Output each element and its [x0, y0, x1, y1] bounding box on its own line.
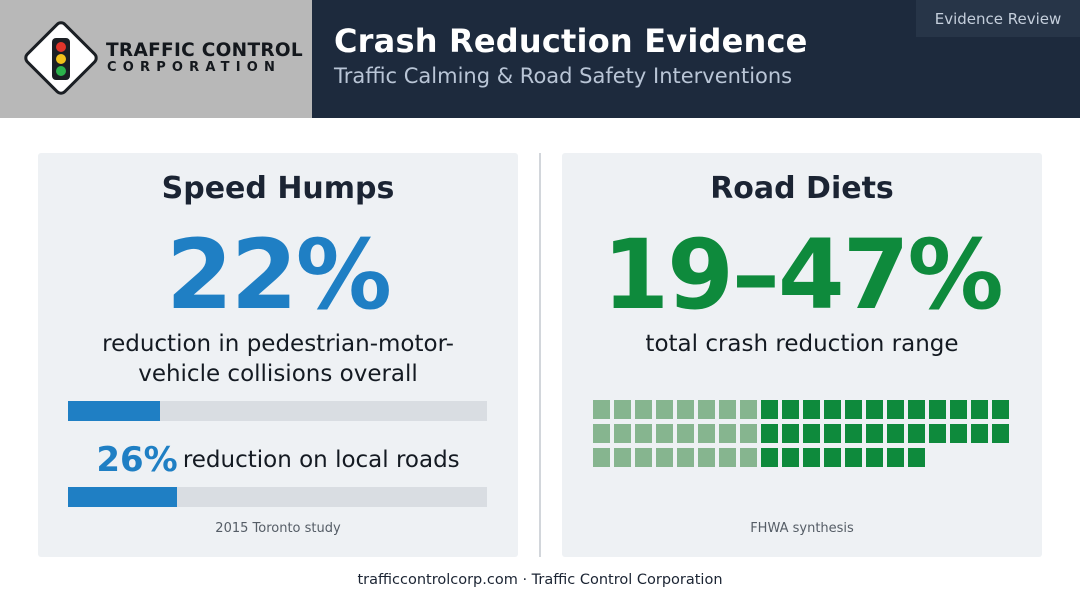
waffle-cell: [782, 448, 799, 467]
title-block: Crash Reduction Evidence Traffic Calming…: [312, 0, 1080, 118]
waffle-cell: [698, 424, 715, 443]
waffle-cell: [803, 424, 820, 443]
local-roads-stat: 26% reduction on local roads: [38, 440, 518, 480]
waffle-cell: [950, 424, 967, 443]
waffle-cell: [824, 424, 841, 443]
page-title: Crash Reduction Evidence: [334, 22, 808, 60]
waffle-cell: [992, 400, 1009, 419]
waffle-cell: [593, 400, 610, 419]
waffle-cell: [845, 448, 862, 467]
speed-humps-big-stat: 22%: [166, 219, 392, 331]
waffle-cell: [803, 400, 820, 419]
waffle-cell: [656, 424, 673, 443]
waffle-cell: [635, 448, 652, 467]
waffle-cell: [908, 400, 925, 419]
waffle-cell: [656, 448, 673, 467]
waffle-cell: [635, 424, 652, 443]
speed-humps-description: reduction in pedestrian-motor-vehicle co…: [102, 331, 454, 387]
local-reduction-bar-fill: [68, 487, 177, 507]
waffle-cell: [761, 448, 778, 467]
waffle-cell: [593, 424, 610, 443]
speed-humps-heading: Speed Humps: [161, 171, 395, 206]
green-light: [56, 66, 66, 76]
waffle-cell: [719, 448, 736, 467]
road-diets-source: FHWA synthesis: [750, 521, 854, 536]
road-diets-big-stat: 19–47%: [602, 219, 1003, 331]
speed-humps-panel: Speed Humps 22% reduction in pedestrian-…: [38, 153, 518, 557]
waffle-cell: [719, 424, 736, 443]
waffle-cell: [908, 424, 925, 443]
local-roads-text: reduction on local roads: [182, 447, 460, 473]
waffle-cell: [887, 400, 904, 419]
waffle-cell: [740, 448, 757, 467]
waffle-cell: [803, 448, 820, 467]
waffle-cell: [677, 448, 694, 467]
waffle-cell: [677, 400, 694, 419]
waffle-cell: [761, 424, 778, 443]
overall-reduction-bar: [68, 401, 487, 421]
waffle-cell: [614, 400, 631, 419]
evidence-review-badge: Evidence Review: [916, 0, 1080, 37]
waffle-cell: [782, 400, 799, 419]
red-light: [56, 42, 66, 52]
brand-name: TRAFFIC CONTROL: [106, 40, 304, 61]
waffle-cell: [887, 424, 904, 443]
brand-block: TRAFFIC CONTROL CORPORATION: [0, 0, 312, 118]
waffle-cell: [845, 400, 862, 419]
waffle-cell: [782, 424, 799, 443]
local-roads-pct: 26%: [96, 440, 178, 480]
panel-divider: [539, 153, 541, 557]
overall-reduction-bar-fill: [68, 401, 161, 421]
waffle-cell: [614, 448, 631, 467]
header: TRAFFIC CONTROL CORPORATION Crash Reduct…: [0, 0, 1080, 118]
waffle-cell: [740, 424, 757, 443]
road-diets-description: total crash reduction range: [645, 331, 959, 357]
waffle-cell: [866, 448, 883, 467]
brand-subname: CORPORATION: [107, 60, 282, 75]
local-reduction-bar: [68, 487, 487, 507]
waffle-cell: [593, 448, 610, 467]
road-diets-panel: Road Diets 19–47% total crash reduction …: [562, 153, 1042, 557]
waffle-cell: [845, 424, 862, 443]
speed-humps-source: 2015 Toronto study: [215, 521, 341, 536]
page-subtitle: Traffic Calming & Road Safety Interventi…: [334, 64, 793, 88]
traffic-light-icon: [52, 38, 70, 80]
waffle-cell: [740, 400, 757, 419]
waffle-cell: [719, 400, 736, 419]
waffle-cell: [866, 424, 883, 443]
waffle-cell: [677, 424, 694, 443]
waffle-cell: [992, 424, 1009, 443]
footer: trafficcontrolcorp.com · Traffic Control…: [357, 572, 723, 588]
waffle-cell: [971, 424, 988, 443]
waffle-cell: [614, 424, 631, 443]
waffle-cell: [824, 400, 841, 419]
waffle-cell: [698, 448, 715, 467]
waffle-cell: [656, 400, 673, 419]
crash-reduction-waffle: [593, 400, 1013, 468]
waffle-cell: [635, 400, 652, 419]
waffle-cell: [929, 424, 946, 443]
waffle-cell: [887, 448, 904, 467]
yellow-light: [56, 54, 66, 64]
road-diets-heading: Road Diets: [710, 171, 894, 206]
waffle-cell: [908, 448, 925, 467]
waffle-cell: [698, 400, 715, 419]
waffle-cell: [971, 400, 988, 419]
waffle-cell: [824, 448, 841, 467]
waffle-cell: [866, 400, 883, 419]
waffle-cell: [929, 400, 946, 419]
waffle-cell: [950, 400, 967, 419]
waffle-cell: [761, 400, 778, 419]
